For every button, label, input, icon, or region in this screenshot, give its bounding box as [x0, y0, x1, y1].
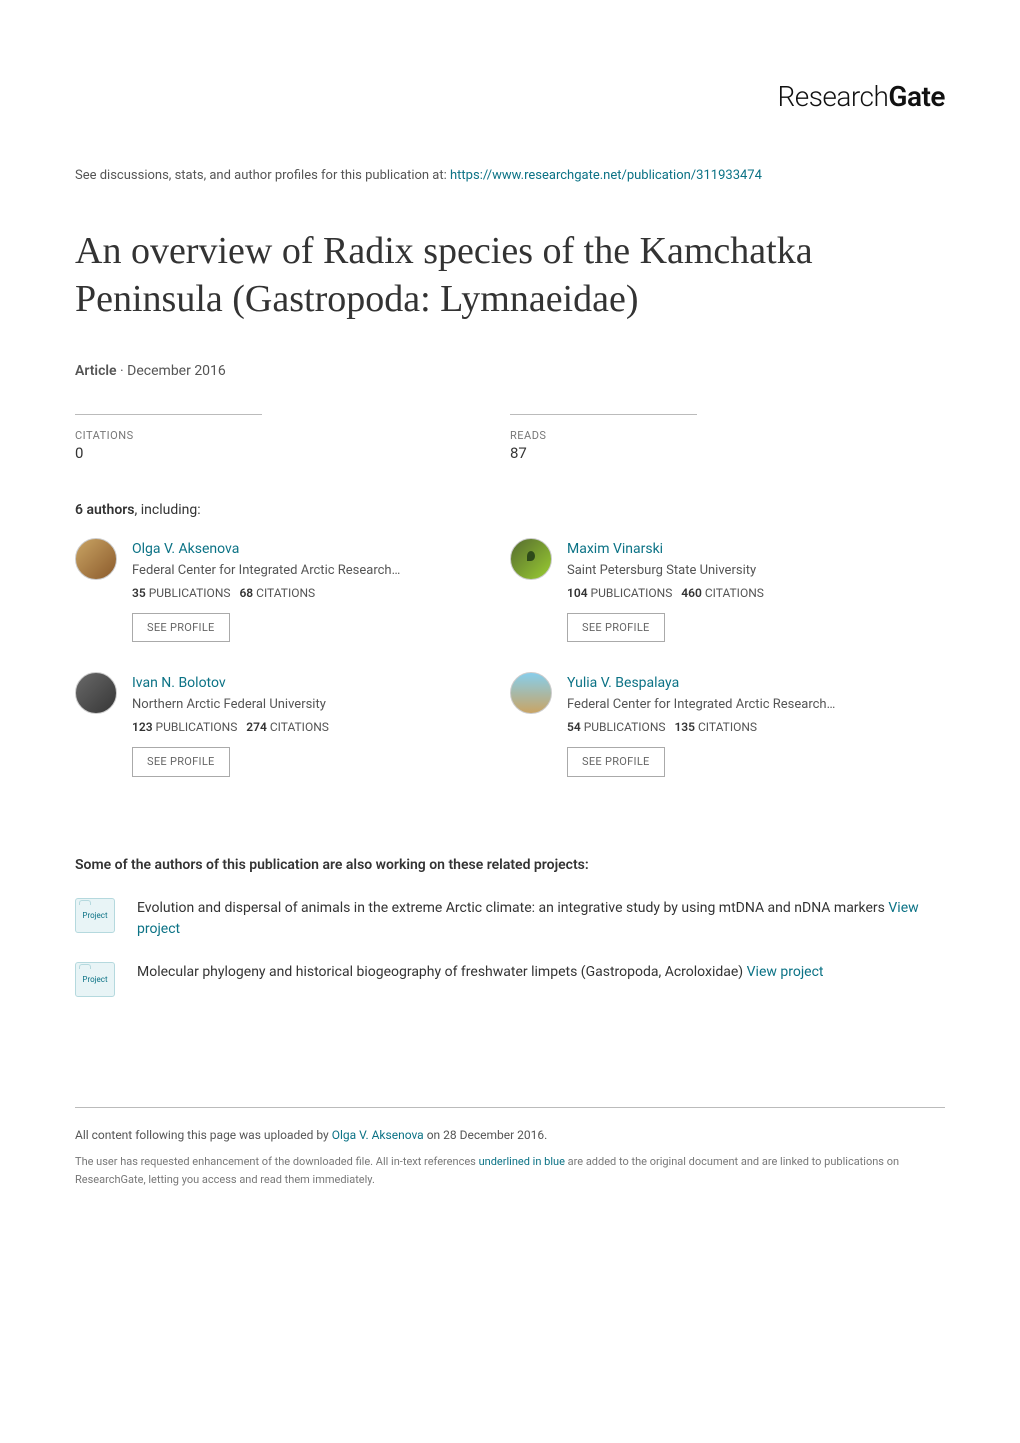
project-icon[interactable]: Project: [75, 962, 115, 997]
authors-grid: Olga V. Aksenova Federal Center for Inte…: [75, 538, 945, 807]
author-name-link[interactable]: Maxim Vinarski: [567, 541, 663, 557]
page-footer: All content following this page was uplo…: [75, 1107, 945, 1188]
author-info: Olga V. Aksenova Federal Center for Inte…: [132, 538, 400, 642]
author-counts: 54 PUBLICATIONS 135 CITATIONS: [567, 718, 835, 737]
project-text: Evolution and dispersal of animals in th…: [137, 898, 945, 940]
author-card: Maxim Vinarski Saint Petersburg State Un…: [510, 538, 945, 642]
article-date: December 2016: [127, 363, 226, 379]
author-counts: 104 PUBLICATIONS 460 CITATIONS: [567, 584, 764, 603]
project-row: Project Molecular phylogeny and historic…: [75, 962, 945, 997]
project-icon[interactable]: Project: [75, 898, 115, 933]
citations-label: CITATIONS: [75, 429, 510, 442]
project-text: Molecular phylogeny and historical bioge…: [137, 962, 824, 983]
see-profile-button[interactable]: SEE PROFILE: [567, 613, 665, 643]
author-counts: 123 PUBLICATIONS 274 CITATIONS: [132, 718, 329, 737]
view-project-link[interactable]: View project: [137, 900, 919, 937]
author-name-link[interactable]: Olga V. Aksenova: [132, 541, 239, 557]
author-counts: 35 PUBLICATIONS 68 CITATIONS: [132, 584, 400, 603]
publication-url-link[interactable]: https://www.researchgate.net/publication…: [450, 168, 762, 183]
author-info: Yulia V. Bespalaya Federal Center for In…: [567, 672, 835, 776]
authors-count: 6 authors: [75, 502, 135, 518]
see-profile-button[interactable]: SEE PROFILE: [132, 747, 230, 777]
upload-suffix: on 28 December 2016.: [427, 1128, 548, 1142]
logo-plain: Research: [777, 80, 888, 113]
authors-heading: 6 authors, including:: [75, 502, 945, 518]
discussion-prefix: See discussions, stats, and author profi…: [75, 168, 450, 183]
related-projects-heading: Some of the authors of this publication …: [75, 857, 945, 873]
reads-label: READS: [510, 429, 945, 442]
upload-attribution: All content following this page was uplo…: [75, 1126, 945, 1145]
stats-row: CITATIONS 0 READS 87: [75, 414, 945, 462]
upload-prefix: All content following this page was uplo…: [75, 1128, 332, 1142]
author-affiliation: Federal Center for Integrated Arctic Res…: [567, 695, 835, 716]
discussion-line: See discussions, stats, and author profi…: [75, 168, 945, 183]
see-profile-button[interactable]: SEE PROFILE: [567, 747, 665, 777]
disclaimer-prefix: The user has requested enhancement of th…: [75, 1155, 479, 1168]
view-project-link[interactable]: View project: [747, 964, 824, 980]
author-affiliation: Saint Petersburg State University: [567, 561, 764, 582]
reads-value: 87: [510, 444, 945, 462]
author-card: Yulia V. Bespalaya Federal Center for In…: [510, 672, 945, 776]
author-avatar[interactable]: [75, 672, 117, 714]
author-name-link[interactable]: Ivan N. Bolotov: [132, 675, 226, 691]
author-card: Olga V. Aksenova Federal Center for Inte…: [75, 538, 510, 642]
author-affiliation: Northern Arctic Federal University: [132, 695, 329, 716]
author-avatar[interactable]: [75, 538, 117, 580]
logo-bold: Gate: [888, 80, 945, 113]
author-avatar[interactable]: [510, 672, 552, 714]
citations-value: 0: [75, 444, 510, 462]
project-row: Project Evolution and dispersal of anima…: [75, 898, 945, 940]
author-affiliation: Federal Center for Integrated Arctic Res…: [132, 561, 400, 582]
author-card: Ivan N. Bolotov Northern Arctic Federal …: [75, 672, 510, 776]
authors-suffix: , including:: [135, 502, 201, 518]
projects-list: Project Evolution and dispersal of anima…: [75, 898, 945, 997]
author-name-link[interactable]: Yulia V. Bespalaya: [567, 675, 679, 691]
author-avatar[interactable]: [510, 538, 552, 580]
footer-disclaimer: The user has requested enhancement of th…: [75, 1153, 945, 1188]
article-type: Article: [75, 363, 117, 379]
publication-title[interactable]: An overview of Radix species of the Kamc…: [75, 228, 945, 323]
article-meta: Article · December 2016: [75, 363, 945, 379]
author-info: Maxim Vinarski Saint Petersburg State Un…: [567, 538, 764, 642]
author-info: Ivan N. Bolotov Northern Arctic Federal …: [132, 672, 329, 776]
disclaimer-link: underlined in blue: [479, 1155, 565, 1168]
researchgate-logo[interactable]: ResearchGate: [75, 80, 945, 113]
see-profile-button[interactable]: SEE PROFILE: [132, 613, 230, 643]
uploader-link[interactable]: Olga V. Aksenova: [332, 1128, 424, 1142]
